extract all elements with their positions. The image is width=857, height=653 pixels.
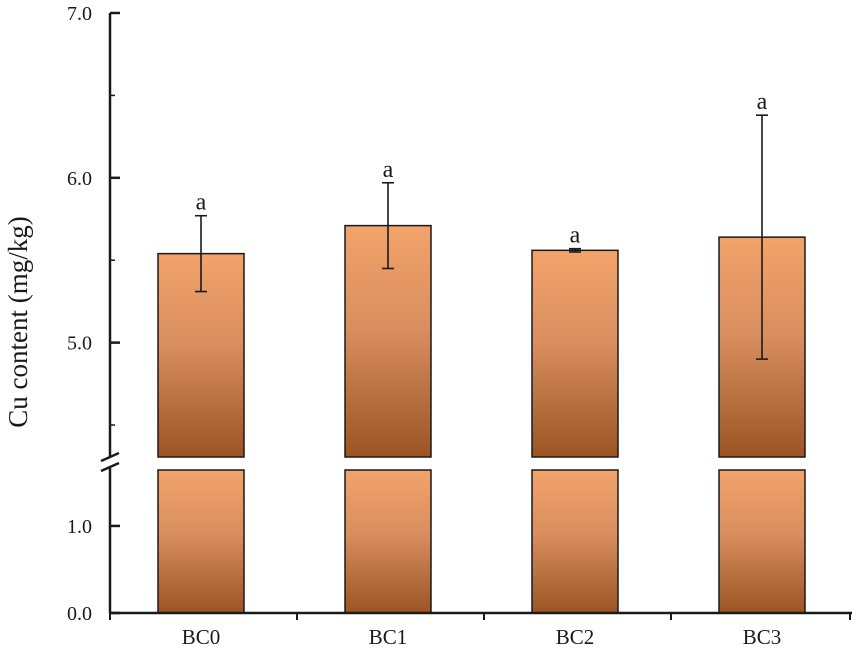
axis-break-mark xyxy=(100,451,120,473)
x-tick-label-bc3: BC3 xyxy=(743,625,782,649)
labels-layer: a BC0 a BC1 a BC2 a BC3 0.0 1.0 5.0 6.0 7.0 xyxy=(67,3,781,649)
y-tick-label: 7.0 xyxy=(67,3,92,25)
bar-break-gap-bc1 xyxy=(341,459,435,467)
bar-upper-bc2 xyxy=(531,249,619,458)
significance-label-bc2: a xyxy=(570,223,581,249)
bars-layer xyxy=(154,224,809,614)
y-tick-label: 1.0 xyxy=(67,516,92,538)
x-tick-label-bc0: BC0 xyxy=(182,625,221,649)
significance-label-bc0: a xyxy=(196,190,207,216)
axes-layer xyxy=(100,11,852,620)
y-axis-title: Cu content (mg/kg) xyxy=(3,216,33,427)
bar-break-gap-bc0 xyxy=(154,459,248,467)
y-tick-label: 5.0 xyxy=(67,333,92,355)
bar-break-gap-bc3 xyxy=(715,459,809,467)
bar-lower-bc3 xyxy=(718,469,806,614)
error-bar-bc3 xyxy=(756,114,768,360)
bar-lower-bc2 xyxy=(531,469,619,614)
error-bar-bc2 xyxy=(569,247,581,253)
bar-break-gap-bc2 xyxy=(528,459,622,467)
significance-label-bc1: a xyxy=(383,157,394,183)
y-tick-label: 0.0 xyxy=(67,603,92,625)
error-bar-bc1 xyxy=(382,181,394,270)
x-tick-label-bc1: BC1 xyxy=(369,625,408,649)
error-bar-bc0 xyxy=(195,214,207,293)
bar-lower-bc0 xyxy=(157,469,245,614)
significance-label-bc3: a xyxy=(757,89,768,115)
y-tick-label: 6.0 xyxy=(67,168,92,190)
error-bars-layer xyxy=(195,114,768,360)
bar-lower-bc1 xyxy=(344,469,432,614)
x-tick-label-bc2: BC2 xyxy=(556,625,595,649)
